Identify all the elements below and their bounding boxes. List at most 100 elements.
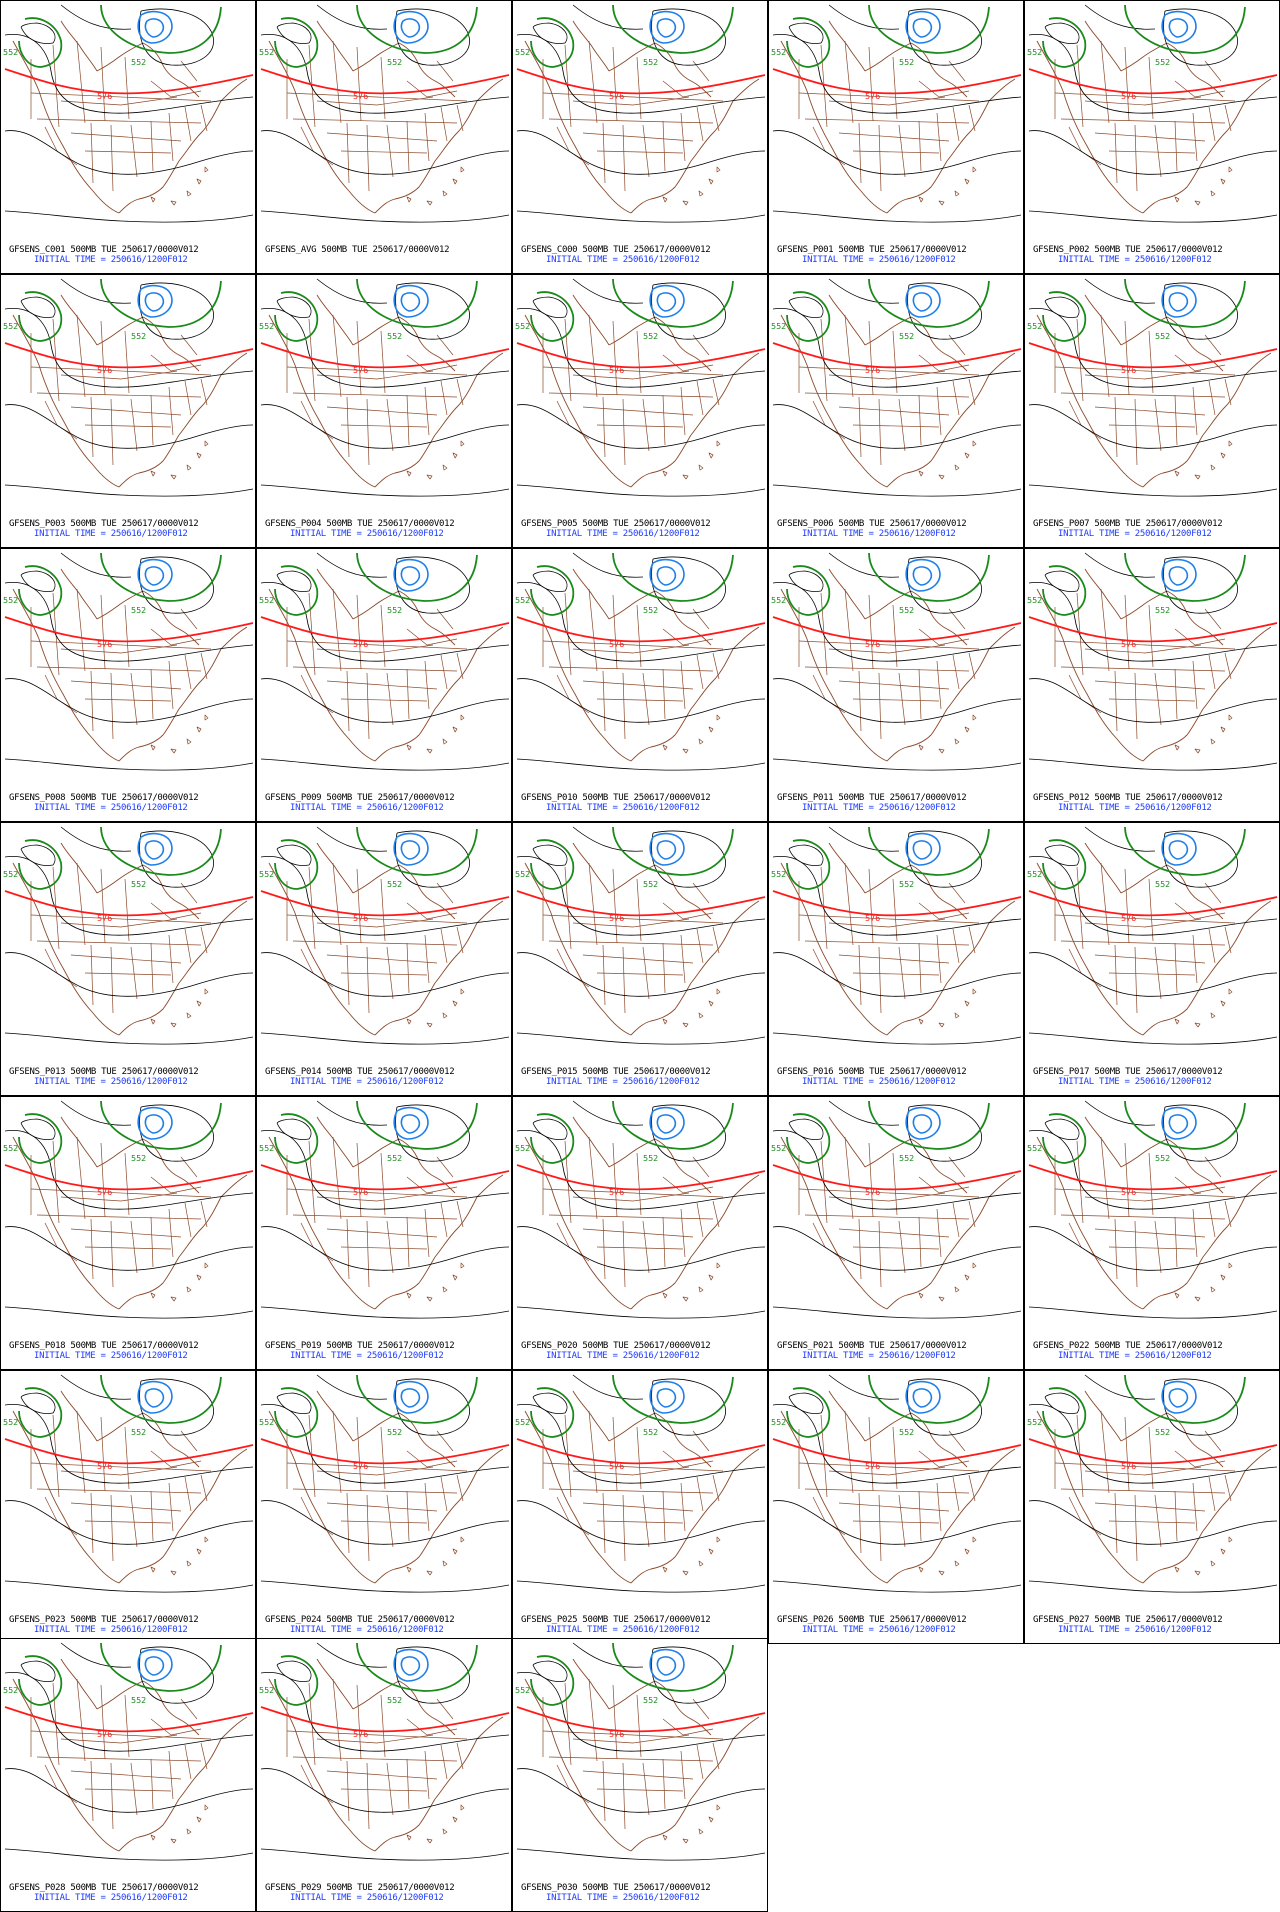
political-boundary bbox=[838, 954, 950, 964]
contour-552 bbox=[786, 839, 831, 890]
political-boundary bbox=[680, 660, 686, 710]
contour-label-576: 576 bbox=[865, 92, 880, 101]
coastline bbox=[1036, 1410, 1144, 1584]
height-contour-map: 552 552 576 bbox=[259, 1374, 510, 1593]
political-boundary bbox=[110, 946, 114, 1014]
political-boundary bbox=[1148, 604, 1154, 668]
political-boundary bbox=[150, 628, 202, 646]
political-boundary bbox=[952, 106, 960, 142]
contour-label-576: 576 bbox=[353, 1730, 368, 1739]
contour-label-576: 576 bbox=[353, 1188, 368, 1197]
height-contour-map: 552 552 576 bbox=[515, 4, 766, 223]
panel-title: GFSENS_P030 500MB TUE 250617/0000V012 bbox=[521, 1883, 711, 1893]
low-center-contour bbox=[393, 10, 429, 44]
contour-label-552: 552 bbox=[771, 48, 786, 57]
height-contour bbox=[260, 1500, 510, 1545]
political-boundary bbox=[1094, 1502, 1206, 1512]
island-outline bbox=[964, 178, 970, 185]
political-boundary bbox=[602, 1218, 606, 1280]
island-outline bbox=[452, 178, 458, 185]
political-boundary bbox=[838, 1502, 950, 1512]
island-outline bbox=[186, 464, 192, 471]
contour-label-576: 576 bbox=[97, 914, 112, 923]
political-boundary bbox=[406, 1718, 458, 1736]
height-contour bbox=[4, 1403, 254, 1484]
political-boundary bbox=[1174, 1450, 1226, 1468]
political-boundary bbox=[602, 670, 606, 732]
height-contour bbox=[1028, 210, 1278, 223]
contour-label-552: 552 bbox=[3, 1144, 18, 1153]
height-contour bbox=[532, 1392, 568, 1414]
political-boundary bbox=[124, 878, 130, 942]
island-outline bbox=[406, 1018, 412, 1025]
contour-552 bbox=[1124, 1374, 1246, 1424]
political-boundary bbox=[346, 122, 350, 184]
panel-initial-time: INITIAL TIME = 250616/1200F012 bbox=[1058, 1351, 1212, 1361]
contour-576 bbox=[1028, 342, 1278, 369]
low-center-contour bbox=[137, 284, 173, 318]
political-boundary bbox=[948, 608, 966, 630]
coastline bbox=[434, 78, 504, 162]
island-outline bbox=[1228, 1262, 1233, 1269]
political-boundary bbox=[1084, 370, 1202, 380]
panel-initial-time: INITIAL TIME = 250616/1200F012 bbox=[1058, 1077, 1212, 1087]
political-boundary bbox=[356, 1142, 362, 1218]
height-contour bbox=[772, 678, 1022, 723]
political-boundary bbox=[90, 396, 94, 458]
political-boundary bbox=[602, 1760, 606, 1822]
height-contour bbox=[316, 1642, 388, 1668]
contour-576 bbox=[1028, 68, 1278, 95]
coastline bbox=[374, 1530, 436, 1584]
coastline bbox=[178, 352, 248, 436]
political-boundary bbox=[326, 1228, 438, 1238]
political-boundary bbox=[868, 1416, 874, 1492]
low-center-contour bbox=[393, 1380, 429, 1414]
panel-initial-time: INITIAL TIME = 250616/1200F012 bbox=[1058, 255, 1212, 265]
political-boundary bbox=[60, 1192, 178, 1202]
height-contour bbox=[572, 278, 644, 304]
political-boundary bbox=[1076, 44, 1084, 128]
height-contour bbox=[60, 1374, 132, 1400]
height-contour bbox=[260, 952, 510, 997]
panel-title: GFSENS_P013 500MB TUE 250617/0000V012 bbox=[9, 1067, 199, 1077]
height-contour bbox=[20, 296, 56, 318]
height-contour bbox=[516, 1768, 766, 1813]
political-boundary bbox=[124, 56, 130, 120]
political-boundary bbox=[1084, 96, 1202, 106]
political-boundary bbox=[356, 594, 362, 670]
height-contour bbox=[907, 830, 982, 888]
political-boundary bbox=[110, 1762, 114, 1830]
political-boundary bbox=[838, 406, 950, 416]
height-contour bbox=[1028, 404, 1278, 449]
political-boundary bbox=[622, 1762, 626, 1830]
height-contour bbox=[20, 1392, 56, 1414]
contour-label-552: 552 bbox=[771, 596, 786, 605]
political-boundary bbox=[130, 672, 138, 726]
contour-label-576: 576 bbox=[609, 92, 624, 101]
political-boundary bbox=[70, 1502, 182, 1512]
political-boundary bbox=[1174, 394, 1178, 446]
island-outline bbox=[716, 440, 721, 447]
low-center-contour bbox=[137, 1380, 173, 1414]
height-contour bbox=[395, 556, 470, 614]
political-boundary bbox=[892, 878, 898, 942]
island-outline bbox=[1228, 988, 1233, 995]
political-boundary bbox=[1224, 926, 1232, 954]
political-boundary bbox=[456, 1474, 464, 1502]
ensemble-member-panel: 552 552 576 GFSENS_P009 500MB TUE 250617/00… bbox=[256, 548, 512, 822]
political-boundary bbox=[52, 1682, 60, 1766]
political-boundary bbox=[838, 680, 950, 690]
low-center-contour bbox=[144, 566, 165, 586]
political-boundary bbox=[346, 1492, 350, 1554]
island-outline bbox=[204, 988, 209, 995]
political-boundary bbox=[918, 1176, 970, 1194]
low-center-contour bbox=[400, 1388, 421, 1408]
political-boundary bbox=[70, 406, 182, 416]
low-center-contour bbox=[912, 1114, 933, 1134]
political-boundary bbox=[90, 122, 94, 184]
island-outline bbox=[460, 166, 465, 173]
height-contour bbox=[260, 484, 510, 497]
political-boundary bbox=[844, 314, 854, 398]
political-boundary bbox=[150, 120, 154, 172]
political-boundary bbox=[424, 1750, 430, 1800]
